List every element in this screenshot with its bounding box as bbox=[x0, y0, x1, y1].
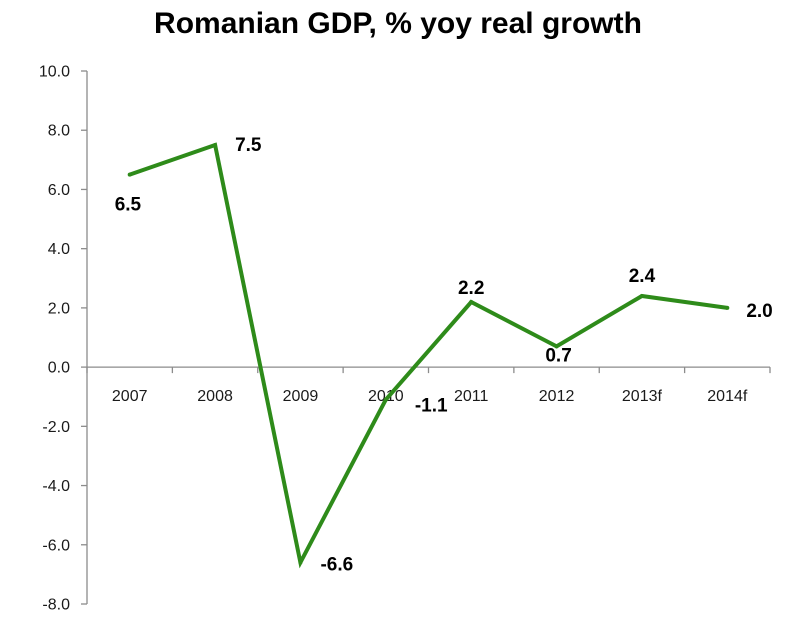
series-line bbox=[129, 142, 728, 569]
x-tick-label: 2012 bbox=[539, 388, 575, 405]
data-label: 6.5 bbox=[115, 195, 142, 216]
y-tick-label: 2.0 bbox=[48, 300, 70, 317]
data-point bbox=[639, 294, 644, 299]
data-point bbox=[554, 344, 559, 349]
x-tick-label: 2013f bbox=[622, 388, 663, 405]
data-point bbox=[383, 397, 388, 402]
x-tick-label: 2011 bbox=[454, 388, 489, 405]
data-points bbox=[127, 143, 730, 565]
x-tick-label: 2007 bbox=[112, 388, 148, 405]
y-tick-label: 10.0 bbox=[39, 64, 70, 81]
y-tick-label: -8.0 bbox=[42, 597, 70, 614]
data-point bbox=[213, 143, 218, 148]
data-point bbox=[469, 299, 474, 304]
chart-title: Romanian GDP, % yoy real growth bbox=[154, 7, 642, 40]
data-label: 2.2 bbox=[458, 278, 484, 299]
data-label: -6.6 bbox=[320, 555, 353, 576]
y-tick-label: -2.0 bbox=[42, 419, 70, 436]
data-label: 0.7 bbox=[545, 345, 571, 366]
data-point bbox=[127, 172, 132, 177]
data-label: 7.5 bbox=[235, 135, 262, 156]
y-tick-label: -6.0 bbox=[42, 537, 70, 554]
data-point bbox=[298, 560, 303, 565]
y-tick-label: -4.0 bbox=[42, 478, 70, 495]
data-label: 2.4 bbox=[629, 266, 656, 287]
y-axis: 10.0 8.0 6.0 4.0 2.0 0.0 -2.0 -4.0 -6.0 -8.0 bbox=[39, 64, 88, 614]
x-tick-label: 2008 bbox=[197, 388, 233, 405]
data-label: -1.1 bbox=[415, 396, 448, 417]
data-point bbox=[725, 305, 730, 310]
x-tick-label: 2009 bbox=[283, 388, 319, 405]
y-tick-label: 4.0 bbox=[48, 241, 70, 258]
data-labels: 6.5 7.5 -6.6 -1.1 2.2 0.7 2.4 2.0 bbox=[115, 135, 773, 576]
y-tick-label: 6.0 bbox=[48, 182, 70, 199]
series-line-group bbox=[129, 142, 728, 569]
y-tick-label: 8.0 bbox=[48, 123, 70, 140]
x-tick-label: 2014f bbox=[707, 388, 748, 405]
data-label: 2.0 bbox=[746, 301, 772, 322]
y-tick-label: 0.0 bbox=[48, 360, 70, 377]
